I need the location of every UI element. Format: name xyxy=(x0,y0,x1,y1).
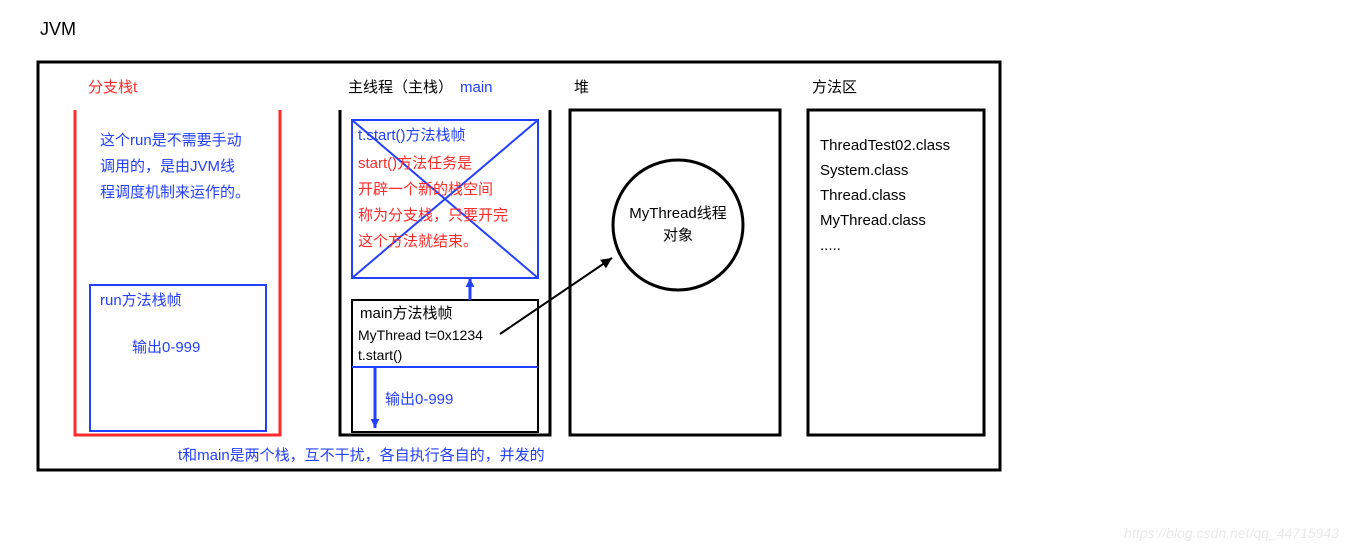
watermark-text: https://blog.csdn.net/qq_44715943 xyxy=(1124,525,1339,541)
svg-text:.....: ..... xyxy=(820,237,841,254)
svg-text:MyThread.class: MyThread.class xyxy=(820,212,926,229)
svg-text:start()方法任务是: start()方法任务是 xyxy=(358,155,472,172)
jvm-diagram: JVM 分支栈t 这个run是不需要手动调用的，是由JVM线程调度机制来运作的。 ru… xyxy=(0,0,1359,549)
svg-text:MyThread线程: MyThread线程 xyxy=(629,205,727,222)
svg-text:t.start()方法栈帧: t.start()方法栈帧 xyxy=(358,127,466,144)
svg-text:JVM: JVM xyxy=(40,19,76,39)
svg-text:System.class: System.class xyxy=(820,162,908,179)
svg-text:对象: 对象 xyxy=(663,227,693,244)
svg-text:main方法栈帧: main方法栈帧 xyxy=(360,305,453,322)
svg-text:t.start(): t.start() xyxy=(358,347,402,363)
svg-text:这个方法就结束。: 这个方法就结束。 xyxy=(358,233,478,250)
svg-text:MyThread t=0x1234: MyThread t=0x1234 xyxy=(358,327,483,343)
svg-text:Thread.class: Thread.class xyxy=(820,187,906,204)
svg-text:输出0-999: 输出0-999 xyxy=(132,339,200,356)
svg-text:main: main xyxy=(460,79,493,96)
svg-text:堆: 堆 xyxy=(574,79,589,96)
svg-text:run方法栈帧: run方法栈帧 xyxy=(100,292,182,309)
svg-text:称为分支栈，只要开完: 称为分支栈，只要开完 xyxy=(358,207,508,224)
svg-text:输出0-999: 输出0-999 xyxy=(385,391,453,408)
svg-text:主线程（主栈）: 主线程（主栈） xyxy=(348,79,453,96)
svg-text:开辟一个新的栈空间: 开辟一个新的栈空间 xyxy=(358,181,493,198)
svg-text:方法区: 方法区 xyxy=(812,79,857,96)
svg-text:分支栈t: 分支栈t xyxy=(88,79,138,96)
bottom-note: t和main是两个栈，互不干扰，各自执行各自的，并发的 xyxy=(178,447,545,464)
svg-text:调用的，是由JVM线: 调用的，是由JVM线 xyxy=(100,158,235,175)
svg-text:这个run是不需要手动: 这个run是不需要手动 xyxy=(100,132,242,149)
svg-text:程调度机制来运作的。: 程调度机制来运作的。 xyxy=(100,184,250,201)
svg-text:ThreadTest02.class: ThreadTest02.class xyxy=(820,137,950,154)
